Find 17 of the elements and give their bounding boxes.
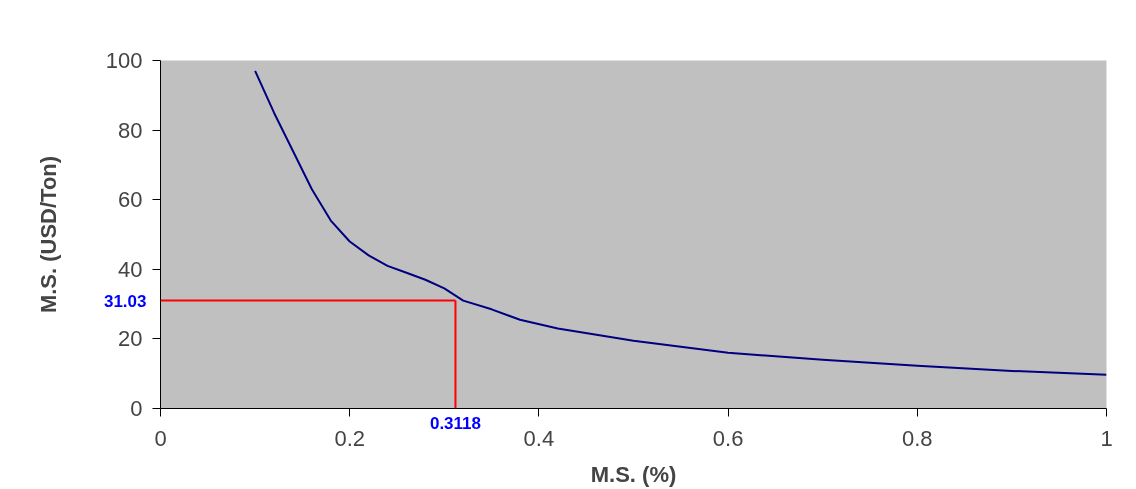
x-tick-label: 0.8: [902, 425, 933, 451]
y-tick-label: 100: [105, 48, 143, 73]
y-tick-label: 40: [118, 256, 143, 282]
x-axis-title: M.S. (%): [590, 461, 677, 487]
y-tick-label: 80: [118, 117, 143, 143]
line-series: [254, 69, 1107, 376]
y-tick-label: 0: [130, 396, 143, 421]
ref-line-label: 0.3118: [429, 413, 481, 433]
y-tick-label: 60: [118, 187, 143, 213]
x-tick-label: 1: [1100, 425, 1113, 451]
y-tick-label: 20: [118, 326, 143, 352]
x-tick-label: 0.6: [712, 425, 744, 451]
x-tick-label: 0.4: [523, 425, 555, 451]
ref-line-label: 31.03: [103, 291, 147, 311]
x-tick-label: 0.2: [334, 425, 365, 451]
x-tick-label: 0: [154, 425, 167, 451]
y-axis-title: M.S. (USD/Ton): [35, 155, 61, 314]
